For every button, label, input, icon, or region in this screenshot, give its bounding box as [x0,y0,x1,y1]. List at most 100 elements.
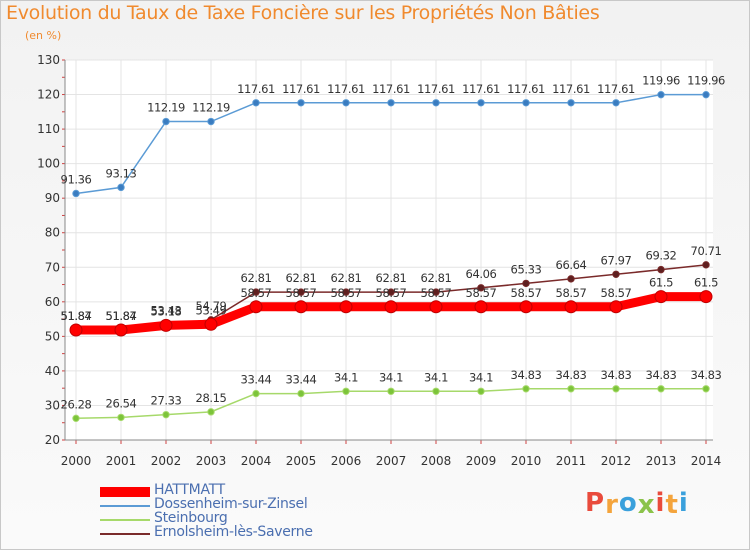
x-tick-label: 2008 [421,454,452,468]
data-label-hattmatt: 51.84 [106,309,137,323]
data-label-steinbourg: 28.15 [196,391,227,405]
data-label-ernolsheim-l-s-saverne: 51.87 [106,309,137,323]
data-point-hattmatt [159,318,173,332]
data-label-hattmatt: 58.57 [421,286,452,300]
data-label-ernolsheim-l-s-saverne: 64.06 [466,267,497,281]
data-point-steinbourg [387,387,395,395]
data-label-steinbourg: 34.1 [334,370,358,384]
y-tick-label: 100 [37,157,60,171]
data-point-hattmatt [294,300,308,314]
data-label-hattmatt: 58.57 [466,286,497,300]
brand-letter: i [678,488,689,518]
data-label-steinbourg: 26.54 [106,396,137,410]
data-point-ernolsheim-l-s-saverne [612,270,620,278]
data-point-ernolsheim-l-s-saverne [297,288,305,296]
legend-swatch-steinbourg [100,519,150,521]
data-label-ernolsheim-l-s-saverne: 62.81 [421,271,452,285]
x-tick-label: 2006 [331,454,362,468]
data-point-ernolsheim-l-s-saverne [477,284,485,292]
data-label-hattmatt: 58.57 [331,286,362,300]
brand-letter: P [585,488,606,518]
data-label-ernolsheim-l-s-saverne: 69.32 [646,249,677,263]
data-point-dossenheim-sur-zinsel [612,99,620,107]
legend-swatch-hattmatt [100,487,150,497]
data-label-ernolsheim-l-s-saverne: 51.87 [61,309,92,323]
brand-letter: o [618,488,638,518]
y-tick-label: 90 [45,191,60,205]
data-label-steinbourg: 34.83 [691,368,722,382]
data-label-dossenheim-sur-zinsel: 117.61 [237,82,275,96]
y-tick-label: 30 [45,398,60,412]
legend-label-ernolsheim-l-s-saverne: Ernolsheim-lès-Saverne [154,524,313,540]
data-label-ernolsheim-l-s-saverne: 53.43 [151,304,182,318]
data-label-dossenheim-sur-zinsel: 117.61 [462,82,500,96]
y-tick-label: 120 [37,88,60,102]
x-tick-label: 2011 [556,454,587,468]
data-point-steinbourg [162,410,170,419]
data-point-dossenheim-sur-zinsel [297,99,305,107]
y-axis-unit: (en %) [25,29,62,42]
data-point-ernolsheim-l-s-saverne [252,288,260,296]
data-point-steinbourg [522,385,530,393]
data-point-steinbourg [252,389,260,398]
x-tick-label: 2013 [646,454,677,468]
data-point-dossenheim-sur-zinsel [657,90,665,99]
data-label-dossenheim-sur-zinsel: 117.61 [507,82,545,96]
data-label-hattmatt: 51.84 [61,309,92,323]
x-tick-label: 2003 [196,454,227,468]
data-label-hattmatt: 58.57 [376,286,407,300]
data-point-ernolsheim-l-s-saverne [702,261,710,269]
data-label-dossenheim-sur-zinsel: 117.61 [327,82,365,96]
data-label-steinbourg: 34.83 [556,368,587,382]
data-label-ernolsheim-l-s-saverne: 62.81 [331,271,362,285]
data-point-dossenheim-sur-zinsel [702,90,710,99]
x-tick-label: 2009 [466,454,497,468]
data-label-dossenheim-sur-zinsel: 93.13 [106,166,137,180]
data-label-hattmatt: 58.57 [511,286,542,300]
data-label-hattmatt: 58.57 [286,286,317,300]
data-label-hattmatt: 58.57 [241,286,272,300]
data-label-hattmatt: 53.49 [196,303,227,317]
data-label-steinbourg: 34.83 [646,368,677,382]
data-label-steinbourg: 26.28 [61,397,92,411]
y-tick-label: 60 [45,295,60,309]
data-label-hattmatt: 61.5 [649,276,673,290]
data-label-ernolsheim-l-s-saverne: 62.81 [241,271,272,285]
data-point-hattmatt [699,290,713,304]
data-label-steinbourg: 33.44 [241,373,272,387]
data-label-hattmatt: 58.57 [601,286,632,300]
x-tick-label: 2002 [151,454,182,468]
brand-letter: i [655,488,666,518]
data-point-steinbourg [657,385,665,393]
legend-swatch-ernolsheim-l-s-saverne [100,533,150,535]
y-tick-label: 50 [45,329,60,343]
data-point-hattmatt [204,317,218,331]
data-label-dossenheim-sur-zinsel: 117.61 [282,82,320,96]
y-tick-label: 40 [45,364,60,378]
data-label-dossenheim-sur-zinsel: 112.19 [192,101,230,115]
brand-letter: x [637,490,656,520]
y-tick-label: 110 [37,122,60,136]
data-point-dossenheim-sur-zinsel [522,99,530,107]
data-label-ernolsheim-l-s-saverne: 67.97 [601,253,632,267]
data-label-steinbourg: 34.1 [424,370,448,384]
x-tick-label: 2012 [601,454,632,468]
x-tick-label: 2005 [286,454,317,468]
data-label-ernolsheim-l-s-saverne: 70.71 [691,244,722,258]
chart-title: Evolution du Taux de Taxe Foncière sur l… [6,2,600,24]
plot-area [65,60,713,440]
legend-label-steinbourg: Steinbourg [154,510,228,526]
data-label-steinbourg: 34.1 [469,370,493,384]
data-label-ernolsheim-l-s-saverne: 66.64 [556,258,587,272]
data-label-ernolsheim-l-s-saverne: 54.79 [196,299,227,313]
data-point-hattmatt [564,300,578,314]
x-tick-label: 2000 [61,454,92,468]
y-tick-label: 20 [45,433,60,447]
y-tick-label: 130 [37,53,60,67]
y-tick-label: 70 [45,260,60,274]
data-point-ernolsheim-l-s-saverne [657,265,665,274]
brand-letter: t [665,490,679,520]
x-tick-label: 2001 [106,454,137,468]
data-point-hattmatt [249,300,263,314]
